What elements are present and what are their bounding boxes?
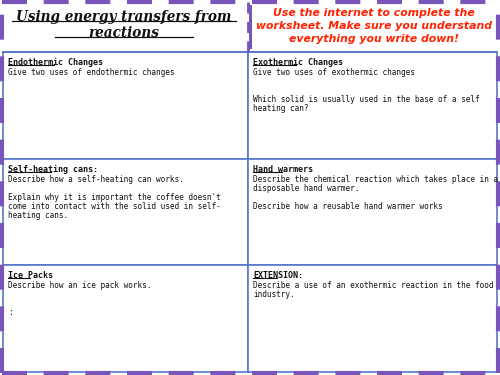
Text: Ice Packs: Ice Packs	[8, 272, 53, 280]
Text: EXTENSION:: EXTENSION:	[253, 272, 303, 280]
Text: come into contact with the solid used in self-: come into contact with the solid used in…	[8, 202, 221, 211]
Text: Exothermic Changes: Exothermic Changes	[253, 58, 343, 67]
Text: Give two uses of endothermic changes: Give two uses of endothermic changes	[8, 68, 174, 77]
Text: Hand warmers: Hand warmers	[253, 165, 313, 174]
Bar	[3, 159, 248, 266]
Text: everything you write down!: everything you write down!	[289, 34, 459, 44]
Text: Use the internet to complete the: Use the internet to complete the	[273, 8, 475, 18]
Text: heating cans.: heating cans.	[8, 211, 68, 220]
Bar	[3, 52, 248, 159]
Text: Using energy transfers from: Using energy transfers from	[16, 10, 232, 24]
Text: Describe how a self-heating can works.: Describe how a self-heating can works.	[8, 175, 184, 184]
Text: Describe a use of an exothermic reaction in the food: Describe a use of an exothermic reaction…	[253, 281, 494, 290]
Bar	[3, 266, 248, 372]
Text: Describe how an ice pack works.: Describe how an ice pack works.	[8, 281, 152, 290]
Bar	[248, 159, 497, 266]
Text: Describe the chemical reaction which takes place in a: Describe the chemical reaction which tak…	[253, 175, 498, 184]
Text: industry.: industry.	[253, 290, 294, 299]
Bar	[248, 266, 497, 372]
Text: heating can?: heating can?	[253, 104, 308, 113]
Text: Which solid is usually used in the base of a self: Which solid is usually used in the base …	[253, 95, 480, 104]
Text: Self-heating cans:: Self-heating cans:	[8, 165, 98, 174]
Text: Describe how a reusable hand warmer works: Describe how a reusable hand warmer work…	[253, 202, 442, 211]
Bar	[249, 5, 252, 49]
Text: Give two uses of exothermic changes: Give two uses of exothermic changes	[253, 68, 415, 77]
Text: :: :	[8, 308, 12, 317]
Text: Endothermic Changes: Endothermic Changes	[8, 58, 103, 67]
Text: worksheet. Make sure you understand: worksheet. Make sure you understand	[256, 21, 492, 31]
Text: disposable hand warmer.: disposable hand warmer.	[253, 184, 360, 193]
Bar	[248, 52, 497, 159]
Text: Explain why it is important the coffee doesn't: Explain why it is important the coffee d…	[8, 193, 221, 202]
Text: reactions: reactions	[88, 26, 160, 40]
